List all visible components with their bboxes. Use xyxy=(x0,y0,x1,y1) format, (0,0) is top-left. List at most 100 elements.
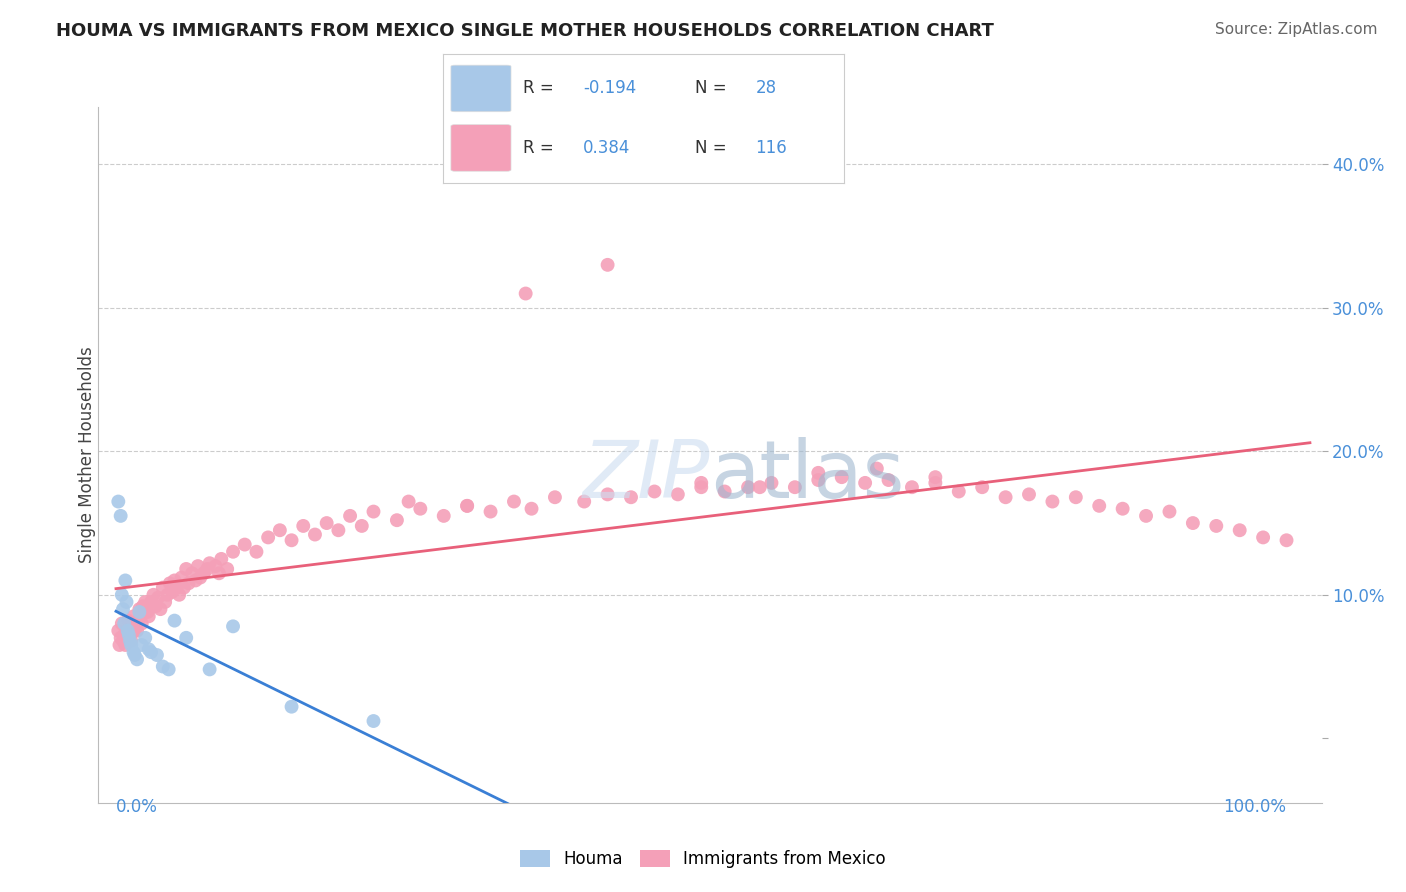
Point xyxy=(132,599,155,614)
Point xyxy=(456,499,478,513)
Point xyxy=(1229,523,1251,537)
Point xyxy=(520,501,543,516)
Point xyxy=(831,470,853,484)
Point xyxy=(146,591,169,605)
Point xyxy=(853,475,876,490)
Point xyxy=(217,562,239,576)
Point xyxy=(122,645,145,659)
Point xyxy=(131,638,153,652)
Point xyxy=(433,508,456,523)
Point xyxy=(1181,516,1204,530)
Point xyxy=(596,258,619,272)
Point xyxy=(503,494,526,508)
Point xyxy=(209,552,232,566)
Point xyxy=(222,619,245,633)
Text: 100.0%: 100.0% xyxy=(1223,798,1286,816)
Point xyxy=(187,559,209,574)
Point xyxy=(184,574,207,588)
Point xyxy=(134,595,156,609)
Point xyxy=(292,519,315,533)
Point xyxy=(118,628,141,642)
Point xyxy=(198,662,221,676)
Point xyxy=(146,648,169,662)
Text: ZIP: ZIP xyxy=(582,437,710,515)
Point xyxy=(167,588,190,602)
Point xyxy=(269,523,291,537)
Point xyxy=(972,480,994,494)
Point xyxy=(174,631,197,645)
Point xyxy=(479,505,502,519)
Point xyxy=(135,602,157,616)
Point xyxy=(1159,505,1181,519)
Point xyxy=(128,602,150,616)
Point xyxy=(924,470,946,484)
Point xyxy=(117,614,139,628)
Point xyxy=(257,530,280,544)
Text: HOUMA VS IMMIGRANTS FROM MEXICO SINGLE MOTHER HOUSEHOLDS CORRELATION CHART: HOUMA VS IMMIGRANTS FROM MEXICO SINGLE M… xyxy=(56,22,994,40)
Point xyxy=(157,662,180,676)
Point xyxy=(127,614,149,628)
Point xyxy=(114,638,136,652)
Point xyxy=(166,581,188,595)
Point xyxy=(174,562,197,576)
Point xyxy=(1018,487,1040,501)
Point xyxy=(118,633,141,648)
Point xyxy=(118,624,141,638)
Point xyxy=(748,480,770,494)
Text: N =: N = xyxy=(696,139,727,157)
Point xyxy=(690,480,713,494)
Point xyxy=(363,714,385,728)
Point xyxy=(222,545,245,559)
Point xyxy=(128,605,150,619)
Point xyxy=(124,648,146,662)
Text: 116: 116 xyxy=(755,139,787,157)
Point xyxy=(807,466,830,480)
Point xyxy=(208,566,231,581)
Point xyxy=(159,576,181,591)
Legend: Houma, Immigrants from Mexico: Houma, Immigrants from Mexico xyxy=(513,843,893,875)
Point xyxy=(114,574,136,588)
Point xyxy=(110,631,132,645)
Point xyxy=(117,624,139,638)
Point xyxy=(125,619,148,633)
Point xyxy=(596,487,619,501)
Point xyxy=(1042,494,1064,508)
Point xyxy=(304,527,326,541)
Point xyxy=(620,490,643,504)
Point xyxy=(280,699,302,714)
Point xyxy=(1088,499,1111,513)
Point xyxy=(122,609,145,624)
Point xyxy=(156,588,179,602)
Point xyxy=(131,616,153,631)
Point xyxy=(409,501,432,516)
Point xyxy=(350,519,373,533)
Point xyxy=(363,505,385,519)
Point xyxy=(120,633,142,648)
Point xyxy=(108,638,131,652)
Point xyxy=(515,286,537,301)
Point xyxy=(544,490,567,504)
Point xyxy=(783,480,806,494)
Point xyxy=(1205,519,1227,533)
Point xyxy=(152,659,174,673)
Point xyxy=(188,571,211,585)
Point xyxy=(456,499,478,513)
Point xyxy=(145,599,167,614)
FancyBboxPatch shape xyxy=(451,65,510,112)
Point xyxy=(901,480,924,494)
Text: 0.0%: 0.0% xyxy=(115,798,157,816)
Point xyxy=(160,585,183,599)
Point xyxy=(110,508,132,523)
Point xyxy=(204,559,226,574)
Point xyxy=(643,484,665,499)
Point xyxy=(118,628,141,642)
Point xyxy=(139,645,162,659)
Point xyxy=(1111,501,1133,516)
Point xyxy=(136,605,159,619)
Point xyxy=(328,523,350,537)
Point xyxy=(761,475,783,490)
Point xyxy=(690,475,713,490)
Point xyxy=(198,556,221,570)
Point xyxy=(1064,490,1087,504)
Point xyxy=(245,545,267,559)
